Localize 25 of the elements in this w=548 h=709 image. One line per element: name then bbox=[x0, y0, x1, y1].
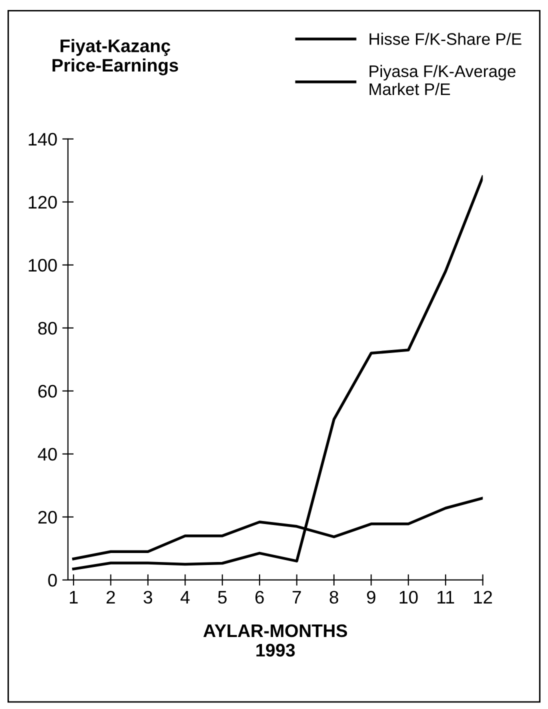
x-tick-label: 7 bbox=[292, 591, 301, 604]
x-tick-label: 3 bbox=[144, 590, 152, 604]
legend-label: Piyasa F/K-Average Market P/E bbox=[370, 64, 516, 96]
x-tick-label: 9 bbox=[367, 590, 376, 604]
x-tick-label: 8 bbox=[330, 590, 338, 604]
legend-label: Hisse F/K-Share P/E bbox=[370, 32, 522, 45]
x-tick-label: 2 bbox=[106, 590, 115, 604]
chart-title: Fiyat-Kazanç Price-Earnings bbox=[52, 38, 178, 76]
y-tick-label: 120 bbox=[28, 196, 57, 209]
x-tick-label: 5 bbox=[218, 591, 227, 604]
y-tick-label: 0 bbox=[48, 574, 57, 587]
y-tick-label: 60 bbox=[38, 384, 57, 398]
y-tick-label: 140 bbox=[28, 132, 57, 146]
y-tick-label: 100 bbox=[28, 258, 57, 272]
x-tick-label: 11 bbox=[438, 591, 454, 604]
x-tick-label: 6 bbox=[255, 590, 264, 604]
x-axis-title: AYLAR-MONTHS 1993 bbox=[203, 624, 348, 657]
line-series bbox=[72, 175, 483, 570]
x-tick-label: 10 bbox=[400, 590, 418, 604]
y-tick-label: 80 bbox=[38, 322, 57, 335]
x-tick-label: 12 bbox=[474, 590, 492, 604]
x-tick-label: 1 bbox=[70, 591, 78, 604]
y-tick-label: 40 bbox=[38, 448, 57, 461]
y-tick-label: 20 bbox=[38, 510, 57, 524]
x-tick-label: 4 bbox=[180, 591, 190, 604]
